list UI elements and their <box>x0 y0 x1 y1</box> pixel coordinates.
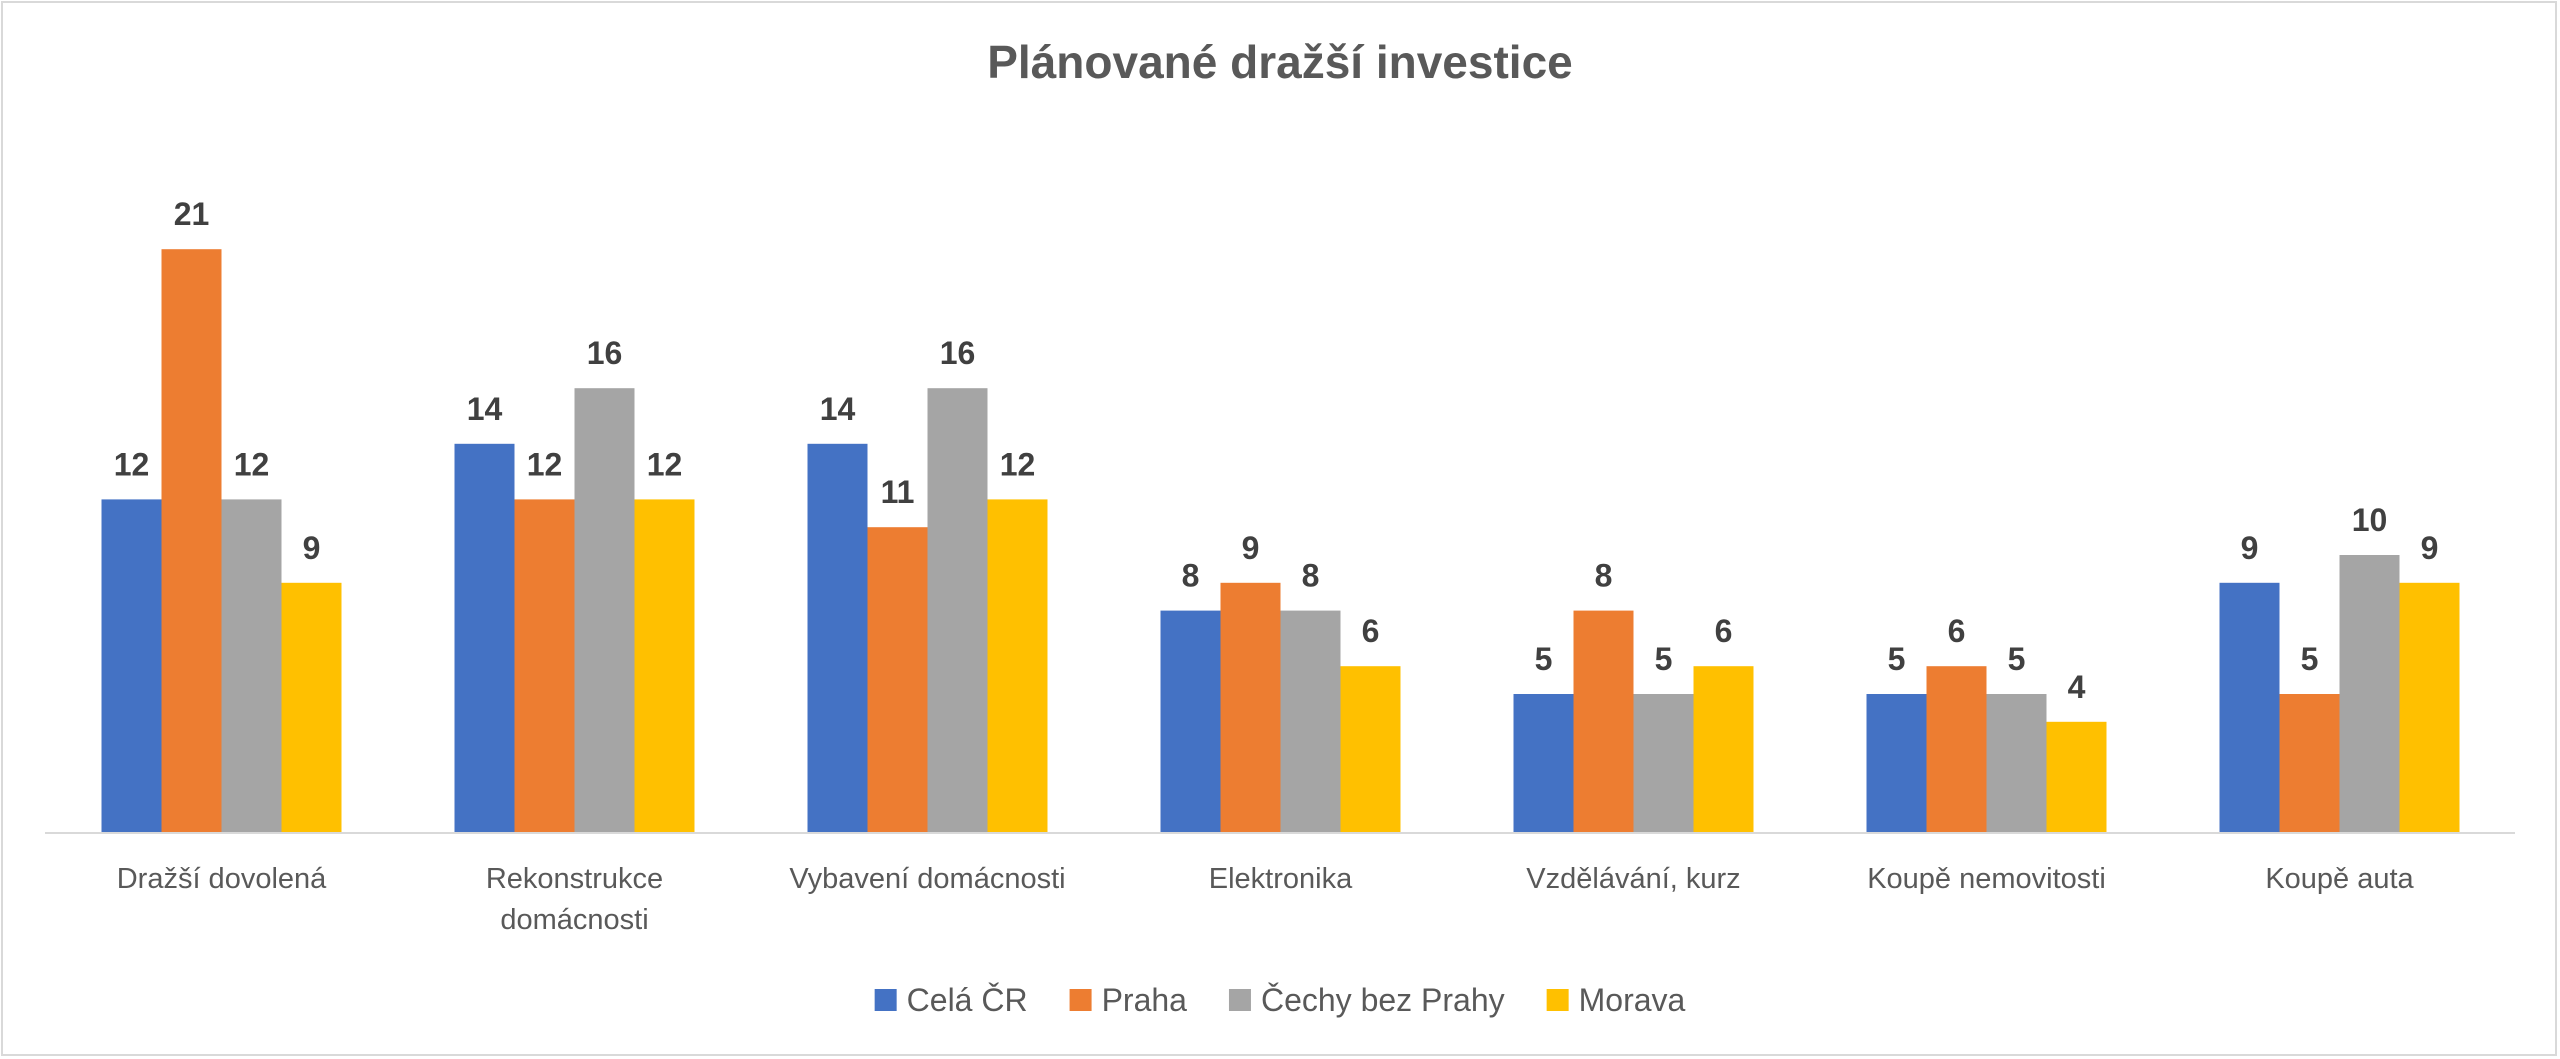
data-label-3-series-4: 12 <box>1000 446 1036 482</box>
category-labels-group: Dražší dovolená Rekonstrukce domácnosti Vyb… <box>117 863 2415 936</box>
legend-swatch <box>1546 989 1569 1011</box>
legend-item-3: Čechy bez Prahy <box>1228 982 1505 1018</box>
category-label-line: Elektronika <box>1209 863 1353 895</box>
data-label-3-series-3: 16 <box>940 335 976 371</box>
data-label-6-series-2: 6 <box>1948 613 1966 649</box>
legend-item-4: Morava <box>1546 982 1686 1018</box>
data-label-5-series-1: 5 <box>1535 641 1553 677</box>
data-label-4-series-2: 9 <box>1242 530 1260 566</box>
bar-4-series-4 <box>1340 666 1401 833</box>
data-label-5-series-3: 5 <box>1655 641 1673 677</box>
category-label-2: Rekonstrukce domácnosti <box>486 863 663 936</box>
bar-6-series-4 <box>2046 721 2107 833</box>
data-label-1-series-1: 12 <box>114 446 150 482</box>
bar-6-series-2 <box>1926 666 1987 833</box>
bar-6-series-1 <box>1866 694 1927 833</box>
bar-4-series-1 <box>1160 610 1221 833</box>
category-label-3: Vybavení domácnosti <box>789 863 1065 895</box>
bar-2-series-3 <box>574 388 635 833</box>
bar-2-series-2 <box>514 499 575 833</box>
category-label-4: Elektronika <box>1209 863 1353 895</box>
bar-1-series-1 <box>101 499 162 833</box>
bar-7-series-1 <box>2219 582 2280 833</box>
data-label-4-series-1: 8 <box>1182 558 1200 594</box>
data-label-7-series-2: 5 <box>2301 641 2319 677</box>
data-label-7-series-1: 9 <box>2241 530 2259 566</box>
data-label-7-series-3: 10 <box>2352 502 2388 538</box>
data-label-6-series-4: 4 <box>2068 669 2086 705</box>
category-label-line: domácnosti <box>500 904 648 936</box>
bar-2-series-4 <box>634 499 695 833</box>
data-label-7-series-4: 9 <box>2421 530 2439 566</box>
data-label-1-series-2: 21 <box>174 196 210 232</box>
bar-6-series-3 <box>1986 694 2047 833</box>
category-label-7: Koupě auta <box>2265 863 2414 895</box>
category-label-line: Koupě auta <box>2265 863 2414 895</box>
bar-3-series-2 <box>867 527 928 833</box>
legend-label: Celá ČR <box>907 982 1028 1018</box>
category-label-line: Vybavení domácnosti <box>789 863 1065 895</box>
legend-swatch <box>874 989 897 1011</box>
bar-7-series-3 <box>2339 555 2400 833</box>
data-label-3-series-1: 14 <box>820 391 856 427</box>
data-label-1-series-4: 9 <box>303 530 321 566</box>
bar-7-series-4 <box>2399 582 2460 833</box>
bar-4-series-3 <box>1280 610 1341 833</box>
bar-5-series-4 <box>1693 666 1754 833</box>
data-label-2-series-2: 12 <box>527 446 563 482</box>
bar-2-series-1 <box>454 443 515 833</box>
data-label-3-series-2: 11 <box>881 474 915 510</box>
data-label-6-series-3: 5 <box>2008 641 2026 677</box>
data-label-4-series-4: 6 <box>1362 613 1380 649</box>
category-label-line: Vzdělávání, kurz <box>1526 863 1740 895</box>
data-label-5-series-4: 6 <box>1715 613 1733 649</box>
category-label-line: Koupě nemovitosti <box>1867 863 2106 895</box>
legend: Celá ČR Praha Čechy bez Prahy Morava <box>874 982 1686 1018</box>
bar-1-series-2 <box>161 249 222 833</box>
data-label-4-series-3: 8 <box>1302 558 1320 594</box>
bar-3-series-3 <box>927 388 988 833</box>
data-label-1-series-3: 12 <box>234 446 270 482</box>
legend-label: Čechy bez Prahy <box>1261 982 1505 1018</box>
bar-5-series-2 <box>1573 610 1634 833</box>
bar-7-series-2 <box>2279 694 2340 833</box>
bar-5-series-1 <box>1513 694 1574 833</box>
category-label-line: Dražší dovolená <box>117 863 327 895</box>
category-label-6: Koupě nemovitosti <box>1867 863 2106 895</box>
data-labels-group: 12 21 12 9 14 12 16 12 14 11 16 12 8 9 8 6 5 8 5 6 5 6 5 4 9 5 10 9 <box>114 196 2439 705</box>
data-label-2-series-3: 16 <box>587 335 623 371</box>
data-label-5-series-2: 8 <box>1595 558 1613 594</box>
bar-3-series-4 <box>987 499 1048 833</box>
bar-1-series-3 <box>221 499 282 833</box>
legend-item-1: Celá ČR <box>874 982 1028 1018</box>
data-label-6-series-1: 5 <box>1888 641 1906 677</box>
legend-swatch <box>1069 989 1092 1011</box>
bars-group <box>101 249 2460 833</box>
data-label-2-series-4: 12 <box>647 446 683 482</box>
legend-label: Praha <box>1102 982 1188 1018</box>
data-label-2-series-1: 14 <box>467 391 503 427</box>
bar-3-series-1 <box>807 443 868 833</box>
category-label-1: Dražší dovolená <box>117 863 327 895</box>
bar-5-series-3 <box>1633 694 1694 833</box>
chart-title: Plánované dražší investice <box>987 36 1573 88</box>
legend-swatch <box>1228 989 1251 1011</box>
bar-1-series-4 <box>281 582 342 833</box>
bar-4-series-2 <box>1220 582 1281 833</box>
category-label-line: Rekonstrukce <box>486 863 663 895</box>
category-label-5: Vzdělávání, kurz <box>1526 863 1740 895</box>
legend-label: Morava <box>1579 982 1686 1018</box>
legend-item-2: Praha <box>1069 982 1188 1018</box>
